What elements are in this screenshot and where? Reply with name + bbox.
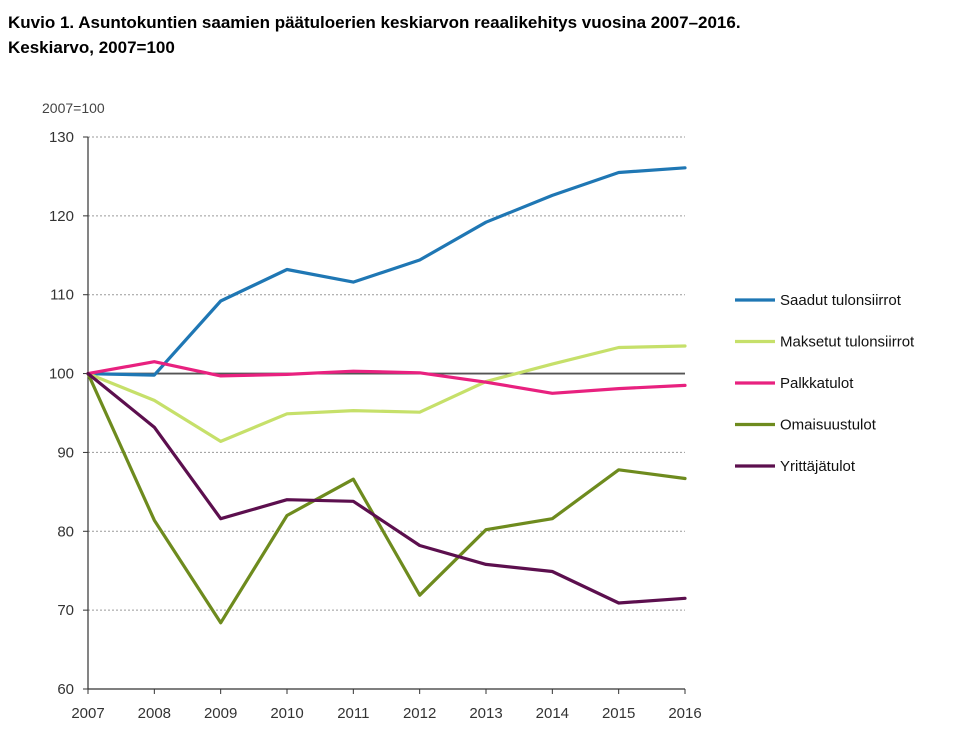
x-tick-label-2011: 2011 — [337, 705, 369, 722]
y-tick-label-90: 90 — [57, 444, 74, 461]
legend-label-3: Palkkatulot — [780, 375, 854, 392]
legend-label-5: Yrittäjätulot — [780, 458, 856, 475]
x-axis-ticks: 2007 2008 2009 2010 2011 2012 2013 2014 2015 2016 — [71, 689, 702, 722]
legend: Saadut tulonsiirrot Maksetut tulonsiirrot… — [735, 292, 915, 475]
x-tick-label-2013: 2013 — [469, 705, 502, 722]
x-tick-label-2015: 2015 — [602, 705, 635, 722]
x-tick-label-2009: 2009 — [204, 705, 237, 722]
y-tick-label-110: 110 — [50, 287, 74, 304]
y-tick-label-130: 130 — [49, 129, 74, 146]
y-tick-label-70: 70 — [57, 602, 74, 619]
y-tick-label-120: 120 — [49, 208, 74, 225]
chart-title: Kuvio 1. Asuntokuntien saamien päätuloer… — [8, 13, 741, 32]
legend-label-2: Maksetut tulonsiirrot — [780, 334, 915, 351]
x-tick-label-2007: 2007 — [71, 705, 104, 722]
series-line-1 — [86, 166, 687, 377]
series-lines — [86, 166, 687, 625]
chart-subtitle: Keskiarvo, 2007=100 — [8, 38, 175, 57]
x-tick-label-2014: 2014 — [536, 705, 569, 722]
x-tick-label-2016: 2016 — [668, 705, 701, 722]
x-tick-label-2008: 2008 — [138, 705, 171, 722]
chart-title-block: Kuvio 1. Asuntokuntien saamien päätuloer… — [8, 10, 958, 60]
legend-label-4: Omaisuustulot — [780, 417, 877, 434]
series-line-5 — [86, 372, 687, 605]
series-line-2 — [86, 344, 687, 443]
y-axis-ticks: 60 70 80 90 100 110 120 130 — [49, 129, 88, 698]
axes — [87, 137, 685, 690]
y-tick-label-80: 80 — [57, 523, 74, 540]
y-axis-unit-label: 2007=100 — [42, 100, 105, 116]
series-line-4 — [86, 372, 687, 625]
y-tick-label-60: 60 — [57, 681, 74, 698]
x-tick-label-2012: 2012 — [403, 705, 436, 722]
x-tick-label-2010: 2010 — [270, 705, 303, 722]
series-line-3 — [86, 360, 687, 395]
legend-label-1: Saadut tulonsiirrot — [780, 292, 902, 309]
y-tick-label-100: 100 — [49, 366, 74, 383]
